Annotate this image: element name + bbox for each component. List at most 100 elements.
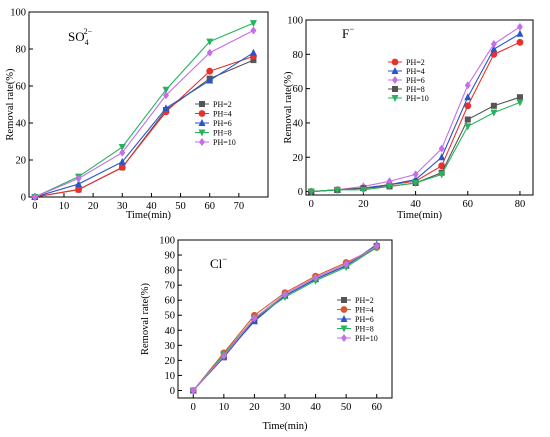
legend-label: PH=6: [213, 119, 232, 128]
x-tick-label: 50: [341, 402, 352, 413]
data-point: [249, 20, 257, 28]
y-tick-label: 70: [165, 281, 176, 292]
y-tick-label: 60: [16, 82, 27, 93]
series-PH=6: [308, 22, 523, 196]
legend-marker: [198, 129, 206, 137]
legend-marker: [341, 297, 347, 303]
chart-panel-2: 0 20 40 60 80 0 20 40 60 80 100 Time(min) Removal ra…: [283, 16, 534, 221]
data-point: [464, 102, 472, 110]
data-point: [438, 171, 446, 179]
plot-frame: [305, 19, 534, 196]
data-point: [516, 94, 523, 101]
data-point: [312, 273, 319, 282]
ion-label-base: F: [342, 26, 349, 41]
data-point: [412, 170, 419, 179]
y-tick-label: 80: [165, 266, 176, 277]
data-point: [412, 179, 420, 187]
x-tick-label: 30: [117, 201, 128, 212]
y-tick-label: 20: [16, 156, 27, 167]
data-point: [516, 38, 524, 46]
series-line: [34, 30, 254, 198]
data-point: [386, 177, 393, 186]
data-point: [162, 104, 170, 112]
x-tick-label: 20: [358, 199, 369, 210]
series-PH=4: [307, 29, 524, 195]
x-tick-label: 0: [309, 199, 314, 210]
x-tick-label: 50: [175, 201, 186, 212]
data-point: [490, 45, 498, 53]
x-axis-title: Time(min): [262, 421, 308, 432]
data-point: [118, 164, 126, 171]
x-tick-label: 60: [371, 402, 382, 413]
x-axis-title: Time(min): [397, 210, 443, 221]
legend-label: PH=8: [355, 325, 374, 334]
y-tick-label: 0: [21, 193, 26, 204]
legend-label: PH=10: [355, 334, 378, 343]
ion-label-base: SO: [68, 29, 85, 44]
x-tick-label: 40: [146, 201, 157, 212]
legend-marker: [392, 76, 398, 84]
data-point: [206, 48, 213, 57]
y-tick-label: 100: [10, 8, 26, 19]
ion-label: F−: [342, 24, 354, 41]
x-axis-title: Time(min): [126, 210, 172, 221]
legend: PH=2PH=4PH=6PH=8PH=10: [195, 100, 236, 147]
y-axis-title: Removal rate(%): [140, 282, 151, 355]
data-point: [118, 157, 126, 165]
data-point: [438, 162, 446, 170]
legend-marker: [340, 325, 348, 333]
legend-label: PH=4: [355, 306, 374, 315]
x-tick-label: 80: [515, 199, 526, 210]
y-tick-label: 90: [165, 251, 176, 262]
data-point: [206, 38, 214, 46]
legend: PH=2PH=4PH=6PH=8PH=10: [337, 296, 378, 343]
series-line: [34, 22, 254, 198]
data-point: [343, 260, 350, 269]
data-point: [516, 29, 524, 37]
data-point: [438, 153, 446, 161]
data-point: [250, 57, 257, 64]
legend-marker: [340, 315, 348, 322]
series-line: [311, 26, 521, 193]
data-point: [31, 193, 38, 201]
series-PH=10: [31, 26, 257, 201]
data-point: [162, 86, 170, 94]
y-tick-label: 50: [165, 311, 176, 322]
legend-label: PH=10: [213, 138, 236, 147]
x-tick-label: 20: [249, 402, 260, 413]
legend-label: PH=8: [213, 129, 232, 138]
legend-label: PH=10: [406, 94, 429, 103]
y-tick-label: 30: [165, 341, 176, 352]
data-point: [250, 26, 257, 35]
data-point: [464, 93, 472, 101]
x-tick-label: 40: [310, 402, 321, 413]
legend-label: PH=4: [406, 67, 425, 76]
x-tick-label: 60: [204, 201, 215, 212]
data-point: [162, 91, 169, 100]
data-point: [359, 186, 367, 194]
data-point: [119, 148, 126, 157]
x-tick-label: 40: [410, 199, 421, 210]
legend-label: PH=2: [355, 296, 374, 305]
data-point: [490, 109, 498, 117]
data-point: [251, 314, 258, 323]
data-point: [190, 386, 197, 395]
data-point: [206, 67, 214, 75]
y-tick-label: 20: [293, 153, 304, 164]
data-point: [75, 180, 83, 188]
data-point: [249, 48, 257, 56]
y-axis-title: Removal rate(%): [5, 68, 16, 141]
y-tick-label: 60: [165, 296, 176, 307]
data-point: [464, 123, 472, 131]
legend-label: PH=2: [406, 58, 425, 67]
x-tick-label: 20: [88, 201, 99, 212]
legend-label: PH=6: [406, 76, 425, 85]
y-tick-label: 0: [170, 386, 175, 397]
data-point: [438, 144, 445, 153]
chart-panel-3: 0 10 20 30 40 50 60 0 10 20 30 40 50 60 70 80 90 100 Time(…: [140, 236, 393, 432]
data-point: [220, 351, 227, 360]
ion-label-base: Cl: [210, 256, 223, 271]
data-point: [385, 183, 393, 191]
plot-frame: [28, 11, 269, 198]
